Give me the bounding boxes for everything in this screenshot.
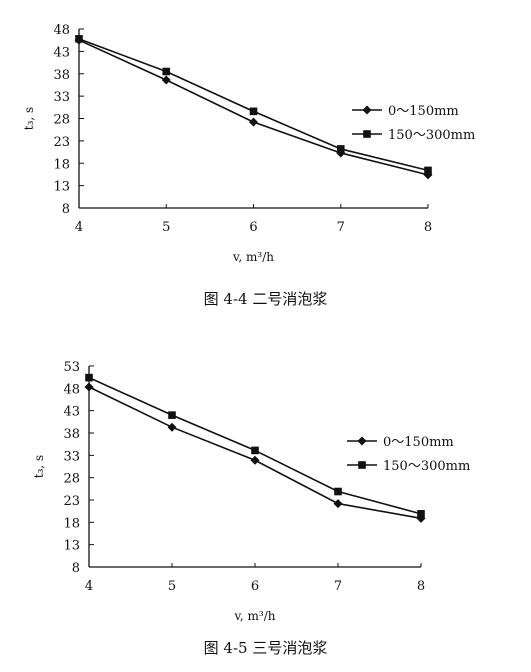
chart-bottom-legend-label-0: 0～150mm [383, 435, 454, 450]
chart-top-y-tick-label-1: 13 [53, 180, 70, 195]
chart-top-series-1-point-3 [336, 145, 345, 153]
chart-bottom: 8 13 18 23 28 33 38 43 48 53 4 5 6 7 8 v, m³/h t₃, s 0～15… [0, 345, 531, 672]
chart-top-series-1-point-2 [249, 107, 258, 116]
chart-top-y-tick-label-3: 23 [53, 135, 70, 150]
chart-top-series-0-line [78, 39, 429, 176]
chart-top-series-1-point-0 [75, 35, 83, 43]
chart-bottom-x-tick-label-4: 8 [417, 579, 425, 594]
chart-top-legend-label-1: 150～300mm [388, 128, 475, 143]
chart-bottom-series-0-point-1 [167, 422, 177, 432]
chart-top-series-1-point-4 [424, 166, 432, 175]
chart-top-x-tick-label-1: 5 [162, 220, 170, 235]
chart-bottom-y-tick-label-2: 18 [63, 516, 80, 531]
chart-top-svg: 8 13 18 23 28 33 38 43 48 4 5 6 7 8 v, m³/h t₃, s 0～150m… [22, 23, 475, 264]
chart-bottom-series-1-point-2 [251, 446, 259, 455]
chart-bottom-y-tick-label-9: 53 [63, 360, 80, 375]
chart-top-series-1-line [78, 38, 429, 172]
chart-top-y-tick-label-6: 38 [53, 68, 70, 83]
chart-top-x-tick-label-2: 6 [249, 220, 257, 235]
chart-top-y-tick-label-7: 43 [53, 45, 70, 60]
chart-bottom-svg: 8 13 18 23 28 33 38 43 48 53 4 5 6 7 8 v, m³/h t₃, s 0～15… [32, 360, 470, 623]
chart-top-x-tick-label-4: 8 [424, 220, 432, 235]
chart-bottom-y-tick-label-0: 8 [72, 561, 80, 576]
chart-bottom-series-0-point-2 [250, 455, 260, 465]
chart-top-y-axis-label: t₃, s [22, 107, 36, 130]
chart-top-x-tick-label-3: 7 [337, 220, 345, 235]
chart-bottom-y-tick-label-5: 33 [63, 449, 80, 464]
chart-top-y-tick-label-5: 33 [53, 90, 70, 105]
chart-top-y-tick-label-2: 18 [53, 157, 70, 172]
chart-bottom-legend-marker-0 [357, 436, 367, 446]
chart-bottom-legend-label-1: 150～300mm [383, 459, 470, 474]
chart-bottom-y-tick-label-1: 13 [63, 539, 80, 554]
chart-bottom-y-tick-label-7: 43 [63, 405, 80, 420]
chart-top-series-0-point-1 [161, 75, 171, 85]
chart-bottom-series-1-point-1 [168, 411, 176, 419]
chart-bottom-series-0-point-0 [84, 382, 94, 392]
chart-top-legend-label-0: 0～150mm [388, 104, 459, 119]
chart-bottom-series-1-point-0 [85, 373, 93, 382]
chart-top: 8 13 18 23 28 33 38 43 48 4 5 6 7 8 v, m³/h t₃, s 0～150m… [0, 0, 531, 290]
chart-bottom-series-1-point-4 [417, 510, 425, 518]
chart-top-y-tick-label-8: 48 [53, 23, 70, 38]
chart-bottom-y-axis-label: t₃, s [32, 455, 46, 478]
chart-top-y-tick-label-0: 8 [62, 202, 70, 217]
chart-bottom-series-0-point-3 [333, 499, 343, 509]
chart-top-caption: 图 4-4 二号消泡浆 [203, 290, 328, 308]
chart-top-legend-marker-0 [362, 105, 372, 115]
chart-top-series-1-point-1 [162, 67, 171, 76]
chart-bottom-x-tick-label-0: 4 [85, 579, 93, 594]
chart-top-legend-marker-1 [363, 130, 371, 138]
chart-bottom-y-tick-label-6: 38 [63, 427, 80, 442]
chart-bottom-series-1-point-3 [334, 487, 342, 496]
chart-bottom-x-tick-label-1: 5 [168, 579, 176, 594]
chart-bottom-caption: 图 4-5 三号消泡浆 [203, 639, 328, 657]
chart-bottom-x-tick-label-2: 6 [251, 579, 259, 594]
chart-top-x-axis-label: v, m³/h [232, 250, 274, 264]
chart-bottom-y-tick-label-4: 28 [63, 472, 80, 487]
chart-top-series-0-point-2 [249, 117, 258, 127]
chart-bottom-y-tick-label-8: 48 [63, 382, 80, 397]
chart-bottom-x-tick-label-3: 7 [334, 579, 342, 594]
chart-top-y-tick-label-4: 28 [53, 113, 70, 128]
chart-bottom-y-tick-label-3: 23 [63, 494, 80, 509]
chart-bottom-legend-marker-1 [358, 461, 366, 469]
chart-top-x-tick-label-0: 4 [75, 220, 83, 235]
chart-bottom-series-1-line [88, 376, 422, 515]
chart-bottom-x-axis-label: v, m³/h [234, 609, 276, 623]
